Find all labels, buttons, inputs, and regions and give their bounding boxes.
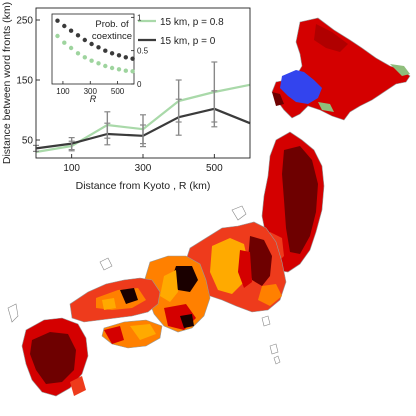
chubu-red-strip bbox=[238, 250, 252, 288]
inset-title-line1: Prob. of bbox=[95, 19, 129, 30]
inset-point-s0-10 bbox=[123, 55, 128, 60]
inset-point-s1-8 bbox=[109, 65, 115, 71]
chubu-amber-zone bbox=[210, 238, 248, 294]
main-legend: 15 km, p = 0.8 15 km, p = 0 bbox=[138, 17, 224, 47]
inset-point-s0-8 bbox=[109, 51, 115, 56]
inset-point-s0-9 bbox=[116, 53, 122, 58]
x-tick-label-100: 100 bbox=[63, 163, 80, 174]
inset-point-s1-9 bbox=[116, 67, 122, 72]
kanto-orange-coast bbox=[258, 284, 282, 306]
inset-point-s1-2 bbox=[68, 45, 74, 51]
inset-point-s1-0 bbox=[55, 33, 60, 39]
inset-point-s0-11 bbox=[130, 56, 135, 61]
kanto-dark-zone bbox=[248, 236, 272, 286]
chugoku-region bbox=[69, 277, 161, 323]
hokkaido-landmass bbox=[271, 17, 411, 121]
legend-label-p08: 15 km, p = 0.8 bbox=[160, 17, 224, 28]
central-honshu-region bbox=[183, 221, 287, 313]
inset-y-tick-label-0: 0 bbox=[137, 80, 142, 89]
y-tick-label-50: 50 bbox=[22, 136, 34, 147]
oki-island-outline bbox=[99, 257, 113, 271]
inset-x-axis-title: R bbox=[90, 94, 97, 104]
legend-label-p0: 15 km, p = 0 bbox=[160, 36, 216, 47]
kyoto-black-core bbox=[172, 266, 198, 292]
inset-x-tick-label-300: 300 bbox=[84, 87, 98, 96]
chugoku-black-spot bbox=[120, 288, 138, 304]
izu-island-outline-1 bbox=[261, 315, 271, 327]
main-y-axis-title: Distance between word fronts (km) bbox=[1, 2, 13, 164]
inset-point-s1-1 bbox=[62, 40, 67, 45]
inset-title-line2: coextince bbox=[92, 31, 132, 42]
inset-point-s0-3 bbox=[75, 33, 81, 38]
hokkaido-dark-south bbox=[272, 92, 284, 106]
main-x-axis-title: Distance from Kyoto , R (km) bbox=[76, 180, 211, 192]
japan-dialect-map bbox=[7, 17, 411, 397]
inset-point-s0-0 bbox=[55, 18, 60, 23]
hokkaido-dark-patch bbox=[314, 24, 348, 52]
inset-x-tick-label-100: 100 bbox=[56, 87, 70, 96]
inset-point-s0-4 bbox=[82, 37, 88, 43]
main-chart-ticks: 100 300 500 50 150 250 bbox=[16, 16, 223, 175]
tsushima-island-outline bbox=[7, 303, 19, 323]
small-islands bbox=[7, 205, 281, 365]
inset-point-s0-1 bbox=[62, 23, 67, 29]
kyushu-region bbox=[21, 317, 89, 397]
inset-chart-ticks: 100 300 500 0 0.5 1 bbox=[56, 13, 148, 96]
shikoku-region bbox=[101, 319, 163, 349]
inset-point-s0-5 bbox=[89, 41, 94, 47]
inset-point-s1-7 bbox=[103, 63, 108, 69]
y-tick-label-150: 150 bbox=[16, 76, 33, 87]
kinki-region bbox=[143, 255, 211, 333]
tohoku-dark-band bbox=[282, 146, 318, 254]
kinki-amber-ring bbox=[160, 270, 178, 302]
hokkaido-blue-region bbox=[280, 70, 322, 104]
hokkaido-green-fringe bbox=[390, 64, 410, 76]
inset-point-s0-2 bbox=[68, 28, 74, 33]
inset-chart-marks bbox=[55, 18, 135, 74]
inset-point-s1-6 bbox=[96, 61, 101, 66]
izu-island-outline-2 bbox=[269, 343, 279, 355]
main-chart-marks bbox=[33, 61, 251, 154]
inset-point-s0-6 bbox=[96, 45, 101, 50]
shikoku-red-part bbox=[104, 326, 124, 344]
inset-point-s0-7 bbox=[103, 48, 108, 53]
inset-y-tick-label-2: 1 bbox=[137, 13, 142, 22]
kyushu-orange-edge bbox=[70, 376, 86, 396]
x-tick-label-300: 300 bbox=[135, 163, 152, 174]
inset-scatter-chart: 100 300 500 0 0.5 1 Prob. of coextince R bbox=[51, 13, 149, 104]
inset-point-s1-3 bbox=[75, 51, 81, 56]
y-tick-label-250: 250 bbox=[16, 16, 33, 27]
inset-y-tick-label-1: 0.5 bbox=[137, 47, 149, 56]
shikoku-amber-part bbox=[130, 324, 156, 340]
izu-island-outline-3 bbox=[273, 355, 281, 365]
x-tick-label-500: 500 bbox=[206, 163, 223, 174]
inset-point-s1-11 bbox=[130, 69, 135, 74]
inset-x-tick-label-500: 500 bbox=[111, 87, 125, 96]
kii-black-tip bbox=[180, 314, 194, 328]
inset-point-s1-5 bbox=[89, 58, 94, 63]
inset-point-s1-4 bbox=[82, 55, 88, 60]
sado-island-outline bbox=[231, 205, 247, 221]
hokkaido-region bbox=[271, 17, 411, 121]
hokkaido-green-fringe-2 bbox=[318, 102, 334, 112]
chugoku-amber-spot bbox=[102, 298, 116, 310]
inset-point-s1-10 bbox=[123, 68, 128, 73]
kyushu-dark-core bbox=[30, 332, 76, 384]
